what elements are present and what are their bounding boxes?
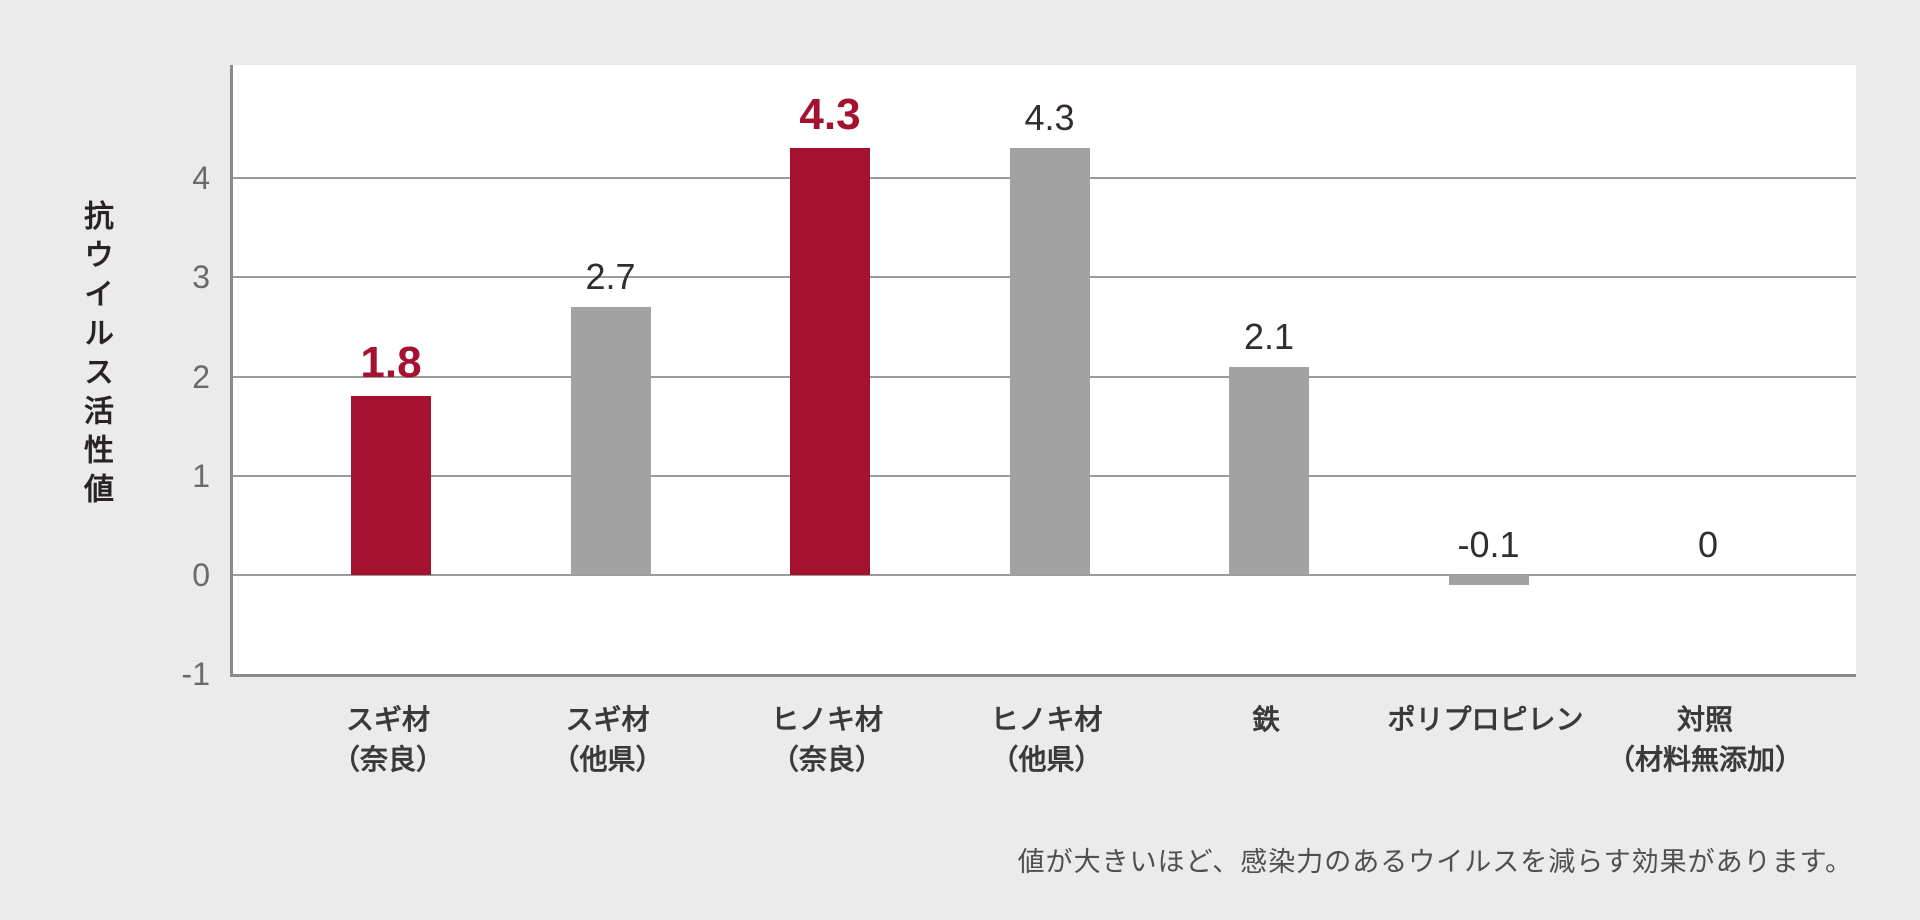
bar-4 [1229,366,1309,575]
y-tick-label--1: -1 [181,656,210,693]
value-label-3: 4.3 [1024,97,1075,139]
value-label-6: 0 [1697,524,1719,565]
category-label-line: スギ材 [565,704,650,735]
category-label-line: スギ材 [345,704,430,735]
gridline-y0 [233,574,1856,576]
bar-0 [351,396,431,575]
category-label-line: 対照 [1676,704,1733,735]
bar-3 [1009,148,1090,575]
value-label-5: -0.1 [1457,524,1520,565]
chart-footnote: 値が大きいほど、感染力のあるウイルスを減らす効果があります。 [1017,847,1853,877]
category-label-line: （材料無添加） [1606,744,1803,775]
category-label-4: 鉄 [1126,700,1406,740]
category-label-0: スギ材 （奈良） [248,700,528,780]
category-label-line: ポリプロピレン [1387,704,1584,735]
category-label-line: （奈良） [770,744,883,775]
value-label-0: 1.8 [360,338,422,388]
value-label-2: 4.3 [799,90,861,140]
y-tick-label-1: 1 [192,457,210,494]
category-label-line: ヒノキ材 [770,704,883,735]
category-label-line: （他県） [551,744,664,775]
category-label-2: ヒノキ材 （奈良） [687,700,967,780]
category-label-1: スギ材 （他県） [468,700,748,780]
y-tick-label-0: 0 [192,557,210,593]
bar-1 [570,307,651,575]
category-label-line: ヒノキ材 [990,704,1103,735]
y-tick-label-2: 2 [192,358,210,395]
category-label-5: ポリプロピレン [1346,700,1626,740]
category-label-line: 鉄 [1251,704,1280,735]
value-label-4: 2.1 [1243,315,1295,357]
category-label-3: ヒノキ材 （他県） [907,700,1187,780]
plot-area: 1.8 2.7 4.3 4.3 2.1 -0.1 0 [230,65,1856,677]
y-axis-title: 抗ウイルス活性値 [79,200,112,512]
bar-2 [790,148,870,575]
bar-5 [1448,575,1529,585]
category-label-line: （奈良） [331,744,444,775]
value-label-1: 2.7 [585,256,636,298]
y-tick-label-3: 3 [192,259,210,296]
category-label-line: （他県） [990,744,1103,775]
y-tick-label-4: 4 [192,160,210,197]
category-label-6: 対照 （材料無添加） [1565,700,1845,780]
